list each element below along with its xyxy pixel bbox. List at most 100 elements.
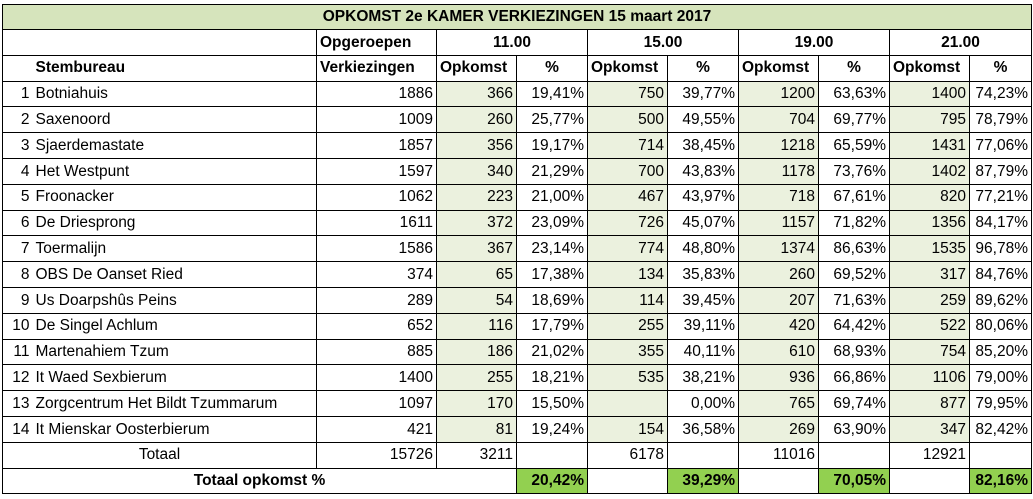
turnout-count: 340 bbox=[436, 157, 517, 185]
turnout-count: 500 bbox=[587, 106, 668, 134]
turnout-count: 1200 bbox=[738, 80, 819, 108]
totaal-row: Totaal 15726 3211 6178 11016 12921 bbox=[2, 441, 1032, 469]
turnout-count: 877 bbox=[889, 390, 970, 417]
turnout-count: 269 bbox=[738, 415, 819, 443]
turnout-count: 754 bbox=[889, 338, 970, 366]
registered-voters: 421 bbox=[316, 415, 437, 443]
row-number: 13 bbox=[2, 390, 33, 417]
totaal-opkomst-percent: 70,05% bbox=[818, 467, 890, 495]
header-pct: % bbox=[818, 54, 890, 82]
turnout-percent: 18,69% bbox=[516, 286, 588, 314]
turnout-count: 372 bbox=[436, 209, 517, 237]
turnout-percent: 66,86% bbox=[818, 364, 890, 392]
header-opkomst: Opkomst bbox=[587, 54, 668, 82]
header-opkomst: Opkomst bbox=[738, 54, 819, 82]
turnout-count: 186 bbox=[436, 338, 517, 366]
turnout-count: 718 bbox=[738, 183, 819, 211]
turnout-percent: 82,42% bbox=[969, 415, 1032, 443]
table-row: 10 De Singel Achlum 652 116 17,79% 255 39,11% 4… bbox=[2, 312, 1032, 340]
turnout-percent: 80,06% bbox=[969, 312, 1032, 340]
registered-voters: 1009 bbox=[316, 106, 437, 134]
header-time-1100: 11.00 bbox=[436, 29, 588, 56]
turnout-percent: 43,97% bbox=[667, 183, 739, 211]
turnout-count: 726 bbox=[587, 209, 668, 237]
turnout-percent: 17,79% bbox=[516, 312, 588, 340]
turnout-percent: 77,21% bbox=[969, 183, 1032, 211]
turnout-count: 1374 bbox=[738, 235, 819, 263]
turnout-count: 535 bbox=[587, 364, 668, 392]
row-number: 9 bbox=[2, 286, 33, 314]
registered-voters: 1886 bbox=[316, 80, 437, 108]
registered-voters: 1062 bbox=[316, 183, 437, 211]
stembureau-name: It Waed Sexbierum bbox=[32, 364, 317, 392]
turnout-count: 356 bbox=[436, 132, 517, 159]
turnout-count: 355 bbox=[587, 338, 668, 366]
turnout-count: 207 bbox=[738, 286, 819, 314]
turnout-percent: 64,42% bbox=[818, 312, 890, 340]
turnout-percent: 71,82% bbox=[818, 209, 890, 237]
registered-voters: 1611 bbox=[316, 209, 437, 237]
stembureau-name: Het Westpunt bbox=[32, 157, 317, 185]
turnout-percent: 84,17% bbox=[969, 209, 1032, 237]
turnout-count: 260 bbox=[738, 261, 819, 288]
turnout-percent: 17,38% bbox=[516, 261, 588, 288]
turnout-count: 65 bbox=[436, 261, 517, 288]
turnout-percent: 36,58% bbox=[667, 415, 739, 443]
row-number: 1 bbox=[2, 80, 33, 108]
turnout-percent: 77,06% bbox=[969, 132, 1032, 159]
turnout-count: 366 bbox=[436, 80, 517, 108]
turnout-percent: 74,23% bbox=[969, 80, 1032, 108]
turnout-percent: 23,14% bbox=[516, 235, 588, 263]
turnout-count: 367 bbox=[436, 235, 517, 263]
turnout-percent: 69,74% bbox=[818, 390, 890, 417]
turnout-percent: 69,52% bbox=[818, 261, 890, 288]
registered-voters: 1586 bbox=[316, 235, 437, 263]
turnout-percent: 40,11% bbox=[667, 338, 739, 366]
turnout-percent: 67,61% bbox=[818, 183, 890, 211]
stembureau-name: Zorgcentrum Het Bildt Tzummarum bbox=[32, 390, 317, 417]
table-row: 2 Saxenoord 1009 260 25,77% 500 49,55% 704 69,77… bbox=[2, 106, 1032, 134]
totaal-empty bbox=[667, 441, 739, 469]
registered-voters: 289 bbox=[316, 286, 437, 314]
turnout-percent: 21,29% bbox=[516, 157, 588, 185]
totaal-registered: 15726 bbox=[316, 441, 437, 469]
turnout-percent: 65,59% bbox=[818, 132, 890, 159]
turnout-count: 610 bbox=[738, 338, 819, 366]
header-verkiezingen: Verkiezingen bbox=[316, 54, 437, 82]
turnout-percent: 38,21% bbox=[667, 364, 739, 392]
totaal-count: 11016 bbox=[738, 441, 819, 469]
header-time-1900: 19.00 bbox=[738, 29, 890, 56]
turnout-count: 317 bbox=[889, 261, 970, 288]
turnout-percent: 96,78% bbox=[969, 235, 1032, 263]
header-opkomst: Opkomst bbox=[436, 54, 517, 82]
turnout-percent: 38,45% bbox=[667, 132, 739, 159]
turnout-count: 1178 bbox=[738, 157, 819, 185]
registered-voters: 652 bbox=[316, 312, 437, 340]
turnout-percent: 71,63% bbox=[818, 286, 890, 314]
header-pct: % bbox=[969, 54, 1032, 82]
turnout-percent: 68,93% bbox=[818, 338, 890, 366]
table-title: OPKOMST 2e KAMER VERKIEZINGEN 15 maart 2… bbox=[2, 4, 1032, 30]
table-row: 1 Botniahuis 1886 366 19,41% 750 39,77% 1200 63,… bbox=[2, 80, 1032, 108]
turnout-percent: 79,00% bbox=[969, 364, 1032, 392]
registered-voters: 885 bbox=[316, 338, 437, 366]
table-row: 7 Toermalijn 1586 367 23,14% 774 48,80% 1374 86,… bbox=[2, 235, 1032, 263]
turnout-count: 1218 bbox=[738, 132, 819, 159]
turnout-percent: 43,83% bbox=[667, 157, 739, 185]
stembureau-name: De Driesprong bbox=[32, 209, 317, 237]
turnout-count: 1106 bbox=[889, 364, 970, 392]
table-row: 4 Het Westpunt 1597 340 21,29% 700 43,83% 1178 7… bbox=[2, 157, 1032, 185]
turnout-percent: 39,45% bbox=[667, 286, 739, 314]
row-number: 4 bbox=[2, 157, 33, 185]
turnout-count: 795 bbox=[889, 106, 970, 134]
row-number: 6 bbox=[2, 209, 33, 237]
row-number: 5 bbox=[2, 183, 33, 211]
turnout-count: 255 bbox=[587, 312, 668, 340]
turnout-percent: 39,77% bbox=[667, 80, 739, 108]
turnout-percent: 63,63% bbox=[818, 80, 890, 108]
registered-voters: 374 bbox=[316, 261, 437, 288]
turnout-percent: 85,20% bbox=[969, 338, 1032, 366]
turnout-percent: 49,55% bbox=[667, 106, 739, 134]
turnout-count: 522 bbox=[889, 312, 970, 340]
totaal-empty bbox=[516, 441, 588, 469]
